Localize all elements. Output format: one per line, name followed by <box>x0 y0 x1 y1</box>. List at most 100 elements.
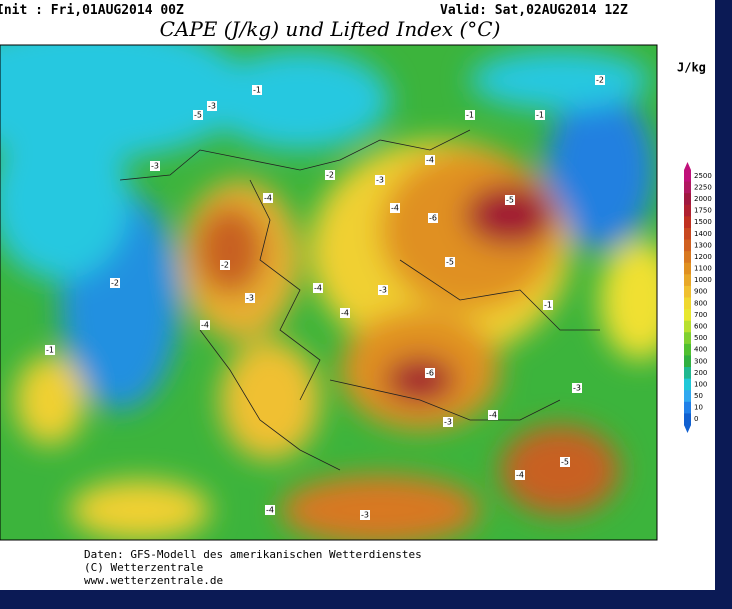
colorbar-label: 50 <box>694 392 703 400</box>
colorbar-label: 2000 <box>694 195 712 203</box>
colorbar-label: 800 <box>694 299 707 307</box>
label-box <box>252 85 262 95</box>
lifted-index-label: -5 <box>194 111 202 120</box>
lifted-index-label: -4 <box>201 321 209 330</box>
colorbar-label: 10 <box>694 404 703 412</box>
colorbar-unit: J/kg <box>677 61 706 75</box>
lifted-index-label: -2 <box>326 171 334 180</box>
colorbar-tip <box>684 162 691 170</box>
label-box <box>560 457 570 467</box>
colorbar-label: 500 <box>694 334 707 342</box>
colorbar-label: 1300 <box>694 241 712 249</box>
label-box <box>207 101 217 111</box>
colorbar-swatch <box>684 390 691 403</box>
colorbar-label: 2500 <box>694 172 712 180</box>
lifted-index-label: -4 <box>341 309 349 318</box>
colorbar: 2500 2250 2000 1750 1500 1400 1300 1200 1100 1000… <box>684 162 712 433</box>
footer-line: Daten: GFS-Modell des amerikanischen Wet… <box>84 548 422 561</box>
lifted-index-label: -1 <box>466 111 474 120</box>
label-box <box>340 308 350 318</box>
label-box <box>543 300 553 310</box>
colorbar-swatch <box>684 401 691 414</box>
label-box <box>200 320 210 330</box>
lifted-index-label: -4 <box>391 204 399 213</box>
colorbar-swatch <box>684 285 691 298</box>
lifted-index-label: -4 <box>314 284 322 293</box>
colorbar-swatch <box>684 320 691 333</box>
lifted-index-label: -3 <box>444 418 452 427</box>
lifted-index-label: -3 <box>376 176 384 185</box>
lifted-index-label: -1 <box>253 86 261 95</box>
label-box <box>443 417 453 427</box>
lifted-index-label: -4 <box>266 506 274 515</box>
lifted-index-label: -3 <box>246 294 254 303</box>
label-box <box>265 505 275 515</box>
colorbar-swatch <box>684 378 691 391</box>
colorbar-swatch <box>684 332 691 345</box>
map-title: CAPE (J/kg) und Lifted Index (°C) <box>160 17 501 41</box>
valid-time: Valid: Sat,02AUG2014 12Z <box>440 3 628 18</box>
label-box <box>325 170 335 180</box>
lifted-index-label: -2 <box>111 279 119 288</box>
colorbar-swatch <box>684 216 691 229</box>
colorbar-label: 1750 <box>694 207 712 215</box>
label-box <box>515 470 525 480</box>
colorbar-swatch <box>684 309 691 322</box>
colorbar-swatch <box>684 170 691 183</box>
colorbar-swatch <box>684 355 691 368</box>
colorbar-label: 1400 <box>694 230 712 238</box>
colorbar-swatch <box>684 204 691 217</box>
footer-line: (C) Wetterzentrale <box>84 561 203 574</box>
label-box <box>488 410 498 420</box>
lifted-index-label: -4 <box>489 411 497 420</box>
lifted-index-label: -5 <box>561 458 569 467</box>
label-box <box>425 368 435 378</box>
lifted-index-label: -3 <box>573 384 581 393</box>
colorbar-label: 600 <box>694 322 707 330</box>
colorbar-swatch <box>684 251 691 264</box>
init-time: Init : Fri,01AUG2014 00Z <box>0 3 184 18</box>
colorbar-swatch <box>684 262 691 275</box>
colorbar-label: 2250 <box>694 183 712 191</box>
colorbar-swatch <box>684 297 691 310</box>
label-box <box>505 195 515 205</box>
lifted-index-labels: -1 -3 -5 -3 -4 -2 -3 -4 -5 -6 -4 -5 -3 -4 -3 -4 -4 -6 -3 -4… <box>45 75 605 520</box>
colorbar-label: 1000 <box>694 276 712 284</box>
label-box <box>150 161 160 171</box>
label-box <box>390 203 400 213</box>
colorbar-tip <box>684 425 691 433</box>
colorbar-label: 900 <box>694 288 707 296</box>
lifted-index-label: -1 <box>536 111 544 120</box>
colorbar-label: 1100 <box>694 265 712 273</box>
label-box <box>428 213 438 223</box>
map-frame <box>0 44 658 541</box>
label-box <box>378 285 388 295</box>
label-box <box>313 283 323 293</box>
label-box <box>535 110 545 120</box>
colorbar-label: 100 <box>694 380 707 388</box>
colorbar-swatch <box>684 274 691 287</box>
colorbar-swatch <box>684 367 691 380</box>
lifted-index-label: -2 <box>221 261 229 270</box>
label-box <box>375 175 385 185</box>
lifted-index-label: -5 <box>446 258 454 267</box>
lifted-index-label: -6 <box>429 214 437 223</box>
label-box <box>193 110 203 120</box>
lifted-index-label: -3 <box>379 286 387 295</box>
colorbar-swatch <box>684 181 691 194</box>
label-box <box>45 345 55 355</box>
label-box <box>425 155 435 165</box>
lifted-index-label: -6 <box>426 369 434 378</box>
label-box <box>110 278 120 288</box>
lifted-index-label: -4 <box>264 194 272 203</box>
colorbar-label: 700 <box>694 311 707 319</box>
colorbar-swatch <box>684 343 691 356</box>
colorbar-label: 400 <box>694 346 707 354</box>
lifted-index-label: -1 <box>544 301 552 310</box>
colorbar-label: 1200 <box>694 253 712 261</box>
lifted-index-label: -1 <box>46 346 54 355</box>
label-box <box>245 293 255 303</box>
colorbar-swatch <box>684 413 691 426</box>
lifted-index-label: -4 <box>516 471 524 480</box>
colorbar-label: 1500 <box>694 218 712 226</box>
